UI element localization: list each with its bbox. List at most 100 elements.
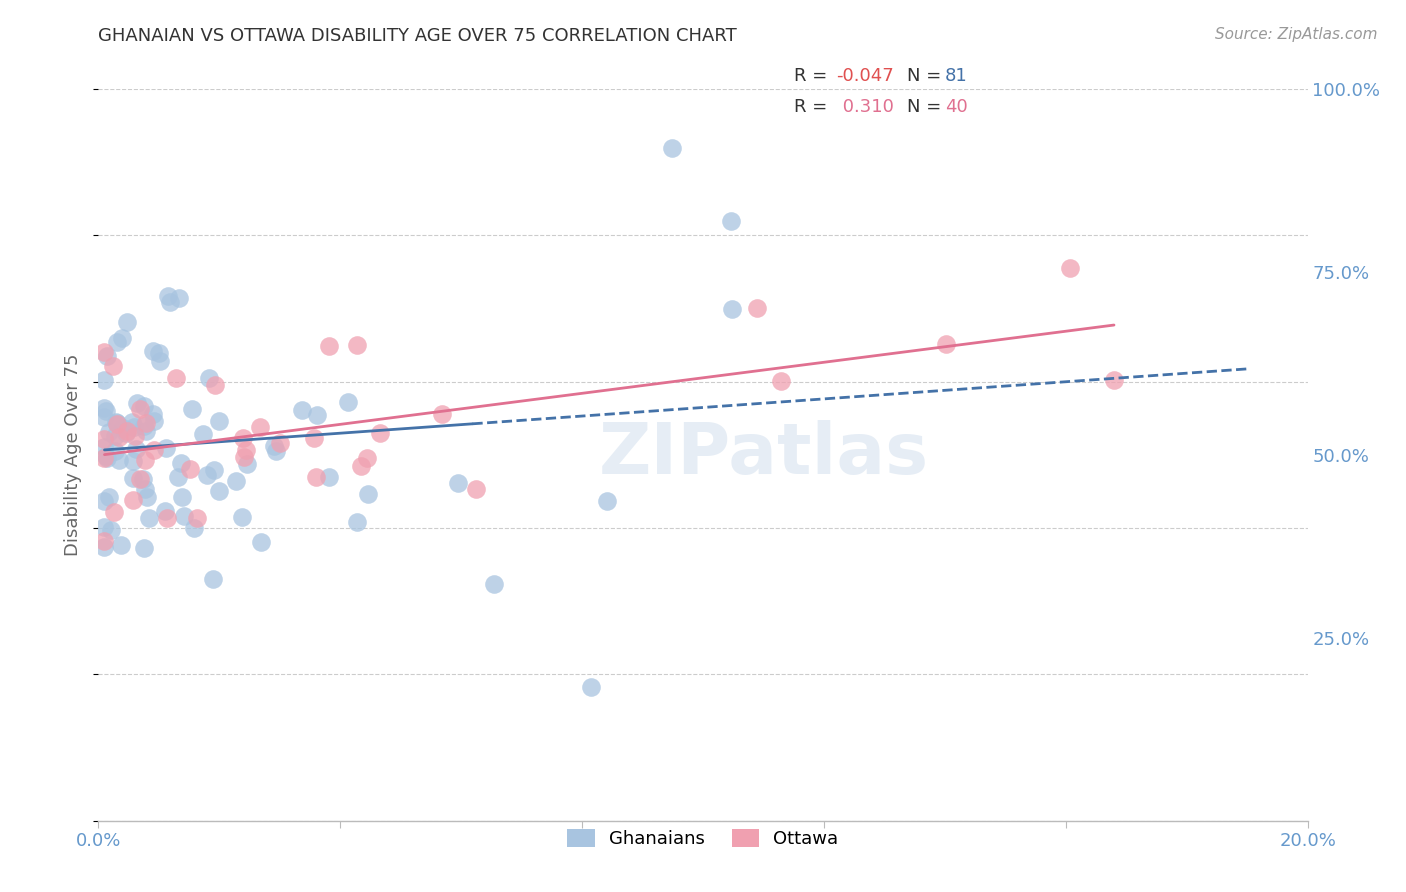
Point	[204, 377, 226, 392]
Point	[264, 444, 287, 458]
Point	[108, 453, 131, 467]
Point	[291, 403, 314, 417]
Point	[135, 425, 157, 439]
Point	[101, 359, 124, 373]
Point	[115, 315, 138, 329]
Point	[173, 509, 195, 524]
Point	[195, 467, 218, 482]
Point	[318, 339, 340, 353]
Point	[96, 349, 118, 363]
Point	[104, 415, 127, 429]
Text: ZIPatlas: ZIPatlas	[599, 420, 928, 490]
Point	[720, 214, 742, 228]
Point	[484, 577, 506, 591]
Point	[661, 141, 683, 155]
Point	[115, 426, 138, 441]
Point	[202, 463, 225, 477]
Point	[93, 534, 115, 549]
Point	[132, 541, 155, 555]
Point	[110, 538, 132, 552]
Point	[98, 490, 121, 504]
Point	[93, 520, 115, 534]
Point	[134, 399, 156, 413]
Point	[447, 476, 470, 491]
Point	[232, 450, 254, 464]
Point	[107, 416, 129, 430]
Point	[143, 414, 166, 428]
Point	[269, 436, 291, 450]
Point	[356, 487, 378, 501]
Point	[770, 374, 793, 388]
Point	[170, 456, 193, 470]
Point	[138, 511, 160, 525]
Point	[111, 331, 134, 345]
Point	[93, 373, 115, 387]
Point	[122, 454, 145, 468]
Point	[117, 424, 139, 438]
Point	[121, 415, 143, 429]
Point	[98, 425, 121, 439]
Point	[356, 450, 378, 465]
Point	[122, 471, 145, 485]
Legend: Ghanaians, Ottawa: Ghanaians, Ottawa	[560, 822, 846, 855]
Point	[125, 396, 148, 410]
Point	[249, 535, 271, 549]
Point	[179, 462, 201, 476]
Point	[156, 289, 179, 303]
Point	[169, 291, 191, 305]
Point	[148, 346, 170, 360]
Point	[129, 472, 152, 486]
Text: R =: R =	[794, 98, 828, 116]
Point	[93, 344, 115, 359]
Point	[135, 417, 157, 431]
Point	[100, 523, 122, 537]
Point	[122, 419, 145, 434]
Point	[93, 433, 115, 447]
Point	[183, 521, 205, 535]
Point	[165, 370, 187, 384]
Point	[721, 301, 744, 316]
Point	[111, 421, 134, 435]
Point	[155, 504, 177, 518]
Point	[142, 407, 165, 421]
Point	[1102, 373, 1125, 387]
Point	[747, 301, 769, 316]
Point	[93, 451, 115, 466]
Point	[105, 417, 128, 431]
Point	[142, 443, 165, 458]
Point	[305, 470, 328, 484]
Text: N =: N =	[907, 98, 941, 116]
Point	[93, 401, 115, 416]
Point	[465, 482, 488, 496]
Point	[1059, 260, 1081, 275]
Point	[579, 681, 602, 695]
Point	[350, 458, 373, 473]
Point	[249, 420, 271, 434]
Y-axis label: Disability Age Over 75: Disability Age Over 75	[65, 353, 83, 557]
Point	[318, 470, 340, 484]
Point	[307, 409, 329, 423]
Point	[142, 343, 165, 358]
Point	[93, 410, 115, 425]
Text: N =: N =	[907, 67, 941, 85]
Text: 81: 81	[945, 67, 967, 85]
Text: R =: R =	[794, 67, 828, 85]
Point	[96, 451, 118, 466]
Point	[132, 472, 155, 486]
Point	[134, 482, 156, 496]
Point	[125, 442, 148, 457]
Point	[155, 441, 177, 455]
Point	[122, 492, 145, 507]
Point	[263, 439, 285, 453]
Point	[93, 440, 115, 454]
Point	[225, 474, 247, 488]
Text: -0.047: -0.047	[837, 67, 894, 85]
Text: 0.310: 0.310	[837, 98, 893, 116]
Point	[430, 407, 453, 421]
Text: Source: ZipAtlas.com: Source: ZipAtlas.com	[1215, 27, 1378, 42]
Point	[235, 443, 257, 458]
Point	[156, 511, 179, 525]
Point	[596, 494, 619, 508]
Point	[336, 395, 359, 409]
Point	[232, 431, 254, 445]
